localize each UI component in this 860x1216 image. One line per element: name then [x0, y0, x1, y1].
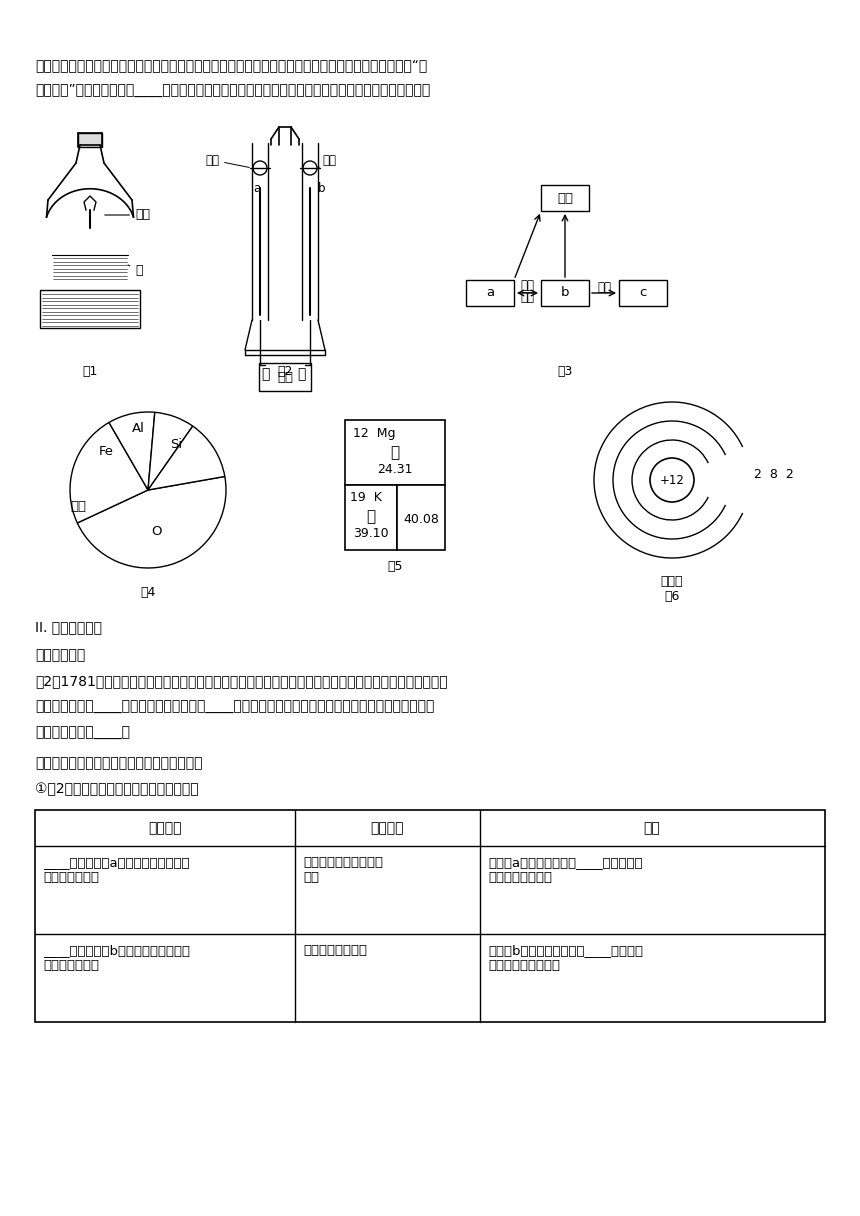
Bar	[541, 280, 589, 306]
Text: 上述两个实验说明，水不是组成物质的元素。: 上述两个实验说明，水不是组成物质的元素。	[35, 756, 202, 770]
Circle shape	[650, 458, 694, 502]
Text: 2  8  2: 2 8 2	[754, 467, 794, 480]
Text: 实验方案: 实验方案	[148, 821, 181, 835]
Bar	[259, 364, 311, 392]
Text: 电子: 电子	[520, 291, 535, 304]
Text: b: b	[318, 182, 325, 195]
Text: 活塞: 活塞	[205, 153, 249, 168]
Bar	[541, 185, 589, 212]
Text: 钾: 钾	[366, 510, 376, 524]
Bar	[345, 485, 397, 550]
Text: 图4: 图4	[140, 586, 156, 599]
Text: ____放在玻璃管a尖嘴处，慢慢打开活
塞，观察现象。: ____放在玻璃管a尖嘴处，慢慢打开活 塞，观察现象。	[43, 856, 189, 884]
Text: II. 水是元素吗？: II. 水是元素吗？	[35, 620, 102, 634]
Text: －: －	[261, 367, 269, 381]
Bar	[78, 133, 102, 147]
Text: 水: 水	[128, 264, 143, 276]
Bar	[35, 810, 825, 1021]
Text: 图2: 图2	[277, 365, 292, 378]
Bar	[40, 289, 140, 328]
Text: 红磷: 红磷	[105, 208, 150, 221]
Text: ＋: ＋	[297, 367, 305, 381]
Bar	[619, 280, 667, 306]
Text: 带火星的木条复燃: 带火星的木条复燃	[303, 944, 367, 957]
Wedge shape	[109, 412, 155, 490]
Text: 化的文字表达式____，该反应的基本类型是____。法国科学家拉瓦锡发现，水通电时能分解，写出此反: 化的文字表达式____，该反应的基本类型是____。法国科学家拉瓦锡发现，水通电…	[35, 700, 434, 714]
Text: c: c	[639, 287, 647, 299]
Text: 镁原子: 镁原子	[660, 575, 683, 589]
Text: 图3: 图3	[557, 365, 573, 378]
Bar	[397, 485, 445, 550]
Text: （2）1781年，英国科学卡文迪什通过实验发现，将氢气和氧气按一定比例混合点燃后能生成水，写出该变: （2）1781年，英国科学卡文迪什通过实验发现，将氢气和氧气按一定比例混合点燃后…	[35, 674, 447, 688]
Text: 图6: 图6	[664, 590, 679, 603]
Text: O: O	[150, 525, 162, 537]
Text: 结论: 结论	[643, 821, 660, 835]
Text: 其他: 其他	[70, 500, 86, 513]
Text: Si: Si	[170, 438, 182, 451]
Circle shape	[303, 161, 317, 175]
Text: b: b	[561, 287, 569, 299]
Text: a: a	[486, 287, 494, 299]
Text: 舍勒接着把一支燃着的蜡烛放进剩余的空气里，蜡烛立即熄灭了。舍勒把不能支持蜡烛燃烧的空气称为“无: 舍勒接着把一支燃着的蜡烛放进剩余的空气里，蜡烛立即熄灭了。舍勒把不能支持蜡烛燃烧…	[35, 58, 427, 72]
Text: Fe: Fe	[99, 445, 114, 458]
Text: ____放在玻璃管b尖嘴处，慢慢打开活
塞，观察现象。: ____放在玻璃管b尖嘴处，慢慢打开活 塞，观察现象。	[43, 944, 190, 972]
Text: 玻璃管b上方收集的气体为____，（写化
学式），不是水蒸气: 玻璃管b上方收集的气体为____，（写化 学式），不是水蒸气	[488, 944, 643, 972]
Wedge shape	[70, 422, 148, 523]
Text: 镁: 镁	[390, 445, 400, 460]
Text: 气体燃烧，发出淡蓝色
火焰: 气体燃烧，发出淡蓝色 火焰	[303, 856, 383, 884]
Wedge shape	[77, 477, 226, 568]
Text: 电源: 电源	[277, 371, 293, 384]
Text: +12: +12	[660, 473, 685, 486]
Text: 物质: 物质	[557, 191, 573, 204]
Bar	[466, 280, 514, 306]
Text: 实验现象: 实验现象	[371, 821, 403, 835]
Text: 构成: 构成	[597, 281, 611, 294]
Text: 应的文字表达式____。: 应的文字表达式____。	[35, 726, 130, 741]
Text: ①图2为电解水实验，请将下表填写完整。: ①图2为电解水实验，请将下表填写完整。	[35, 782, 199, 796]
Text: Al: Al	[132, 422, 144, 435]
Wedge shape	[148, 412, 193, 490]
Text: 19  K: 19 K	[350, 491, 382, 503]
Text: （实验探究）: （实验探究）	[35, 648, 85, 662]
Text: 图5: 图5	[387, 561, 402, 573]
Text: 24.31: 24.31	[378, 463, 413, 475]
Text: a: a	[253, 182, 261, 195]
Text: 图1: 图1	[83, 365, 98, 378]
Text: 39.10: 39.10	[353, 527, 389, 540]
Text: 活塞: 活塞	[318, 153, 336, 168]
Bar	[345, 420, 445, 485]
Wedge shape	[148, 426, 224, 490]
Text: 40.08: 40.08	[403, 513, 439, 527]
Circle shape	[253, 161, 267, 175]
Text: 效的空气”，其主要成分是____（写化学式），上述实验证明空气是一种混合物，因此，空气不是元素。: 效的空气”，其主要成分是____（写化学式），上述实验证明空气是一种混合物，因此…	[35, 83, 430, 97]
Text: 玻璃管a上方收集的气体____，（写化学
式），不是水蒸气: 玻璃管a上方收集的气体____，（写化学 式），不是水蒸气	[488, 856, 642, 884]
Text: 得失: 得失	[520, 278, 535, 292]
Text: 12  Mg: 12 Mg	[353, 427, 396, 440]
